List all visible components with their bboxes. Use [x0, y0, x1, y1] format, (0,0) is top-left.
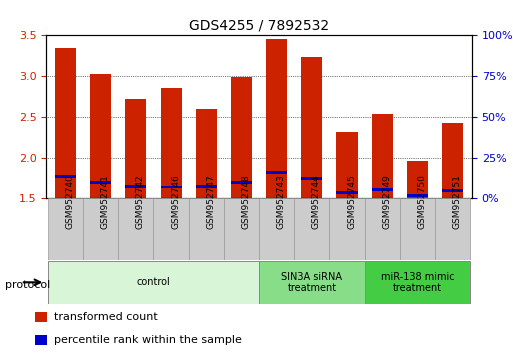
Text: protocol: protocol [5, 280, 50, 290]
Text: GSM952747: GSM952747 [206, 174, 215, 229]
Bar [231, 77, 252, 198]
Bar [119, 198, 153, 260]
Bar [35, 312, 47, 322]
Bar [301, 57, 322, 198]
Bar [259, 198, 294, 260]
Text: GSM952740: GSM952740 [66, 174, 74, 229]
Bar [55, 175, 76, 178]
Text: GSM952750: GSM952750 [418, 174, 426, 229]
Text: transformed count: transformed count [54, 312, 157, 322]
Bar [442, 189, 463, 192]
Text: control: control [136, 277, 170, 287]
Bar [337, 191, 358, 194]
Bar [224, 198, 259, 260]
Bar [407, 194, 428, 196]
Bar [259, 261, 365, 304]
Bar [90, 181, 111, 184]
Text: GSM952751: GSM952751 [452, 174, 462, 229]
Text: GSM952746: GSM952746 [171, 174, 180, 229]
Bar [90, 74, 111, 198]
Text: percentile rank within the sample: percentile rank within the sample [54, 335, 242, 345]
Bar [400, 198, 435, 260]
Bar [301, 177, 322, 180]
Bar [442, 123, 463, 198]
Bar [189, 198, 224, 260]
Text: GSM952745: GSM952745 [347, 174, 356, 229]
Bar [435, 198, 470, 260]
Bar [407, 161, 428, 198]
Bar [329, 198, 365, 260]
Text: SIN3A siRNA
treatment: SIN3A siRNA treatment [281, 272, 342, 293]
Text: GSM952749: GSM952749 [382, 174, 391, 229]
Bar [294, 198, 329, 260]
Text: GSM952741: GSM952741 [101, 174, 110, 229]
Bar [365, 261, 470, 304]
Bar [161, 185, 182, 188]
Bar [365, 198, 400, 260]
Text: GSM952742: GSM952742 [136, 174, 145, 229]
Bar [48, 198, 83, 260]
Bar [35, 335, 47, 345]
Bar [153, 198, 189, 260]
Bar [196, 185, 217, 188]
Text: GSM952748: GSM952748 [242, 174, 250, 229]
Bar [161, 87, 182, 198]
Bar [196, 109, 217, 198]
Bar [125, 99, 146, 198]
Bar [48, 261, 259, 304]
Bar [125, 185, 146, 188]
Bar [372, 114, 393, 198]
Bar [55, 47, 76, 198]
Bar [266, 171, 287, 174]
Bar [231, 181, 252, 184]
Text: GSM952744: GSM952744 [312, 174, 321, 229]
Text: GSM952743: GSM952743 [277, 174, 286, 229]
Text: miR-138 mimic
treatment: miR-138 mimic treatment [381, 272, 454, 293]
Bar [372, 188, 393, 191]
Bar [83, 198, 119, 260]
Title: GDS4255 / 7892532: GDS4255 / 7892532 [189, 19, 329, 33]
Bar [266, 39, 287, 198]
Bar [337, 132, 358, 198]
